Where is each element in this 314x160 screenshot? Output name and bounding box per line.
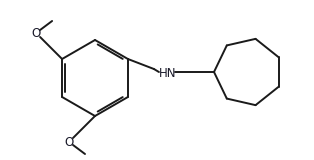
Text: O: O	[64, 136, 73, 148]
Text: O: O	[31, 27, 41, 40]
Text: HN: HN	[159, 67, 177, 80]
